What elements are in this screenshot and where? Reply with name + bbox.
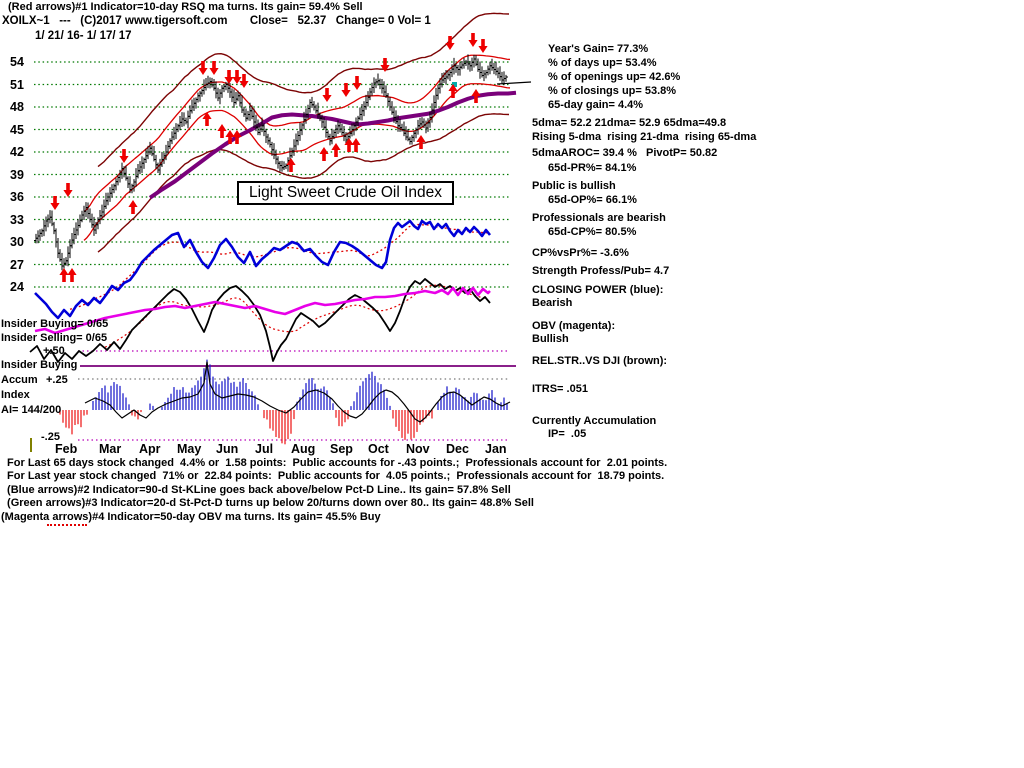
footer-line: (Magenta arrows)#4 Indicator=50-day OBV … <box>1 511 381 523</box>
month-label: Sep <box>330 442 353 456</box>
stat-line: Year's Gain= 77.3% <box>548 43 649 55</box>
stat-line: ITRS= .051 <box>532 383 588 395</box>
month-label: Feb <box>55 442 78 456</box>
left-label: Insider Selling= 0/65 <box>1 332 108 344</box>
date-range: 1/ 21/ 16- 1/ 17/ 17 <box>35 30 132 42</box>
y-axis-label: 54 <box>10 55 24 69</box>
month-label: Jan <box>485 442 507 456</box>
stat-line: Currently Accumulation <box>532 415 657 427</box>
y-axis-label: 51 <box>10 77 24 92</box>
footer-line: (Green arrows)#3 Indicator=20-d St-Pct-D… <box>4 497 534 509</box>
stat-line: 65-day gain= 4.4% <box>548 99 644 111</box>
month-label: Dec <box>446 442 469 456</box>
stat-line: REL.STR..VS DJI (brown): <box>532 355 668 367</box>
stat-line: Strength Profess/Pub= 4.7 <box>532 265 670 277</box>
footer-line: For Last year stock changed 71% or 22.84… <box>4 470 665 482</box>
y-axis-label: 30 <box>10 235 24 249</box>
month-label: Apr <box>139 442 161 456</box>
left-label: AI= 144/200 <box>1 404 62 416</box>
symbol-header: XOILX~1 --- (C)2017 www.tigersoft.com Cl… <box>2 15 431 27</box>
left-label: +.50 <box>43 345 65 357</box>
month-label: May <box>177 442 202 456</box>
month-label: Oct <box>368 442 389 456</box>
stat-line: 5dma= 52.2 21dma= 52.9 65dma=49.8 <box>532 117 727 129</box>
stat-line: CLOSING POWER (blue): <box>532 284 664 296</box>
red-dotted-underline <box>47 524 87 526</box>
footer-line: For Last 65 days stock changed 4.4% or 1… <box>4 457 668 469</box>
stat-line: Bearish <box>532 297 573 309</box>
month-label: Jun <box>216 442 239 456</box>
y-axis-label: 24 <box>10 280 24 294</box>
left-label: Accum <box>1 374 38 386</box>
stat-line: 5dmaAROC= 39.4 % PivotP= 50.82 <box>532 147 718 159</box>
stat-line: OBV (magenta): <box>532 320 616 332</box>
chart-title-box: Light Sweet Crude Oil Index <box>237 181 454 205</box>
month-label: Nov <box>406 442 430 456</box>
stat-line: 65d-PR%= 84.1% <box>548 162 637 174</box>
stat-line: Professionals are bearish <box>532 212 666 224</box>
month-label: Aug <box>291 442 316 456</box>
stat-line: % of closings up= 53.8% <box>548 85 677 97</box>
footer-line: (Blue arrows)#2 Indicator=90-d St-KLine … <box>4 484 511 496</box>
stat-line: Public is bullish <box>532 180 616 192</box>
y-axis-label: 33 <box>10 212 24 227</box>
stat-line: 65d-OP%= 66.1% <box>548 194 637 206</box>
y-axis-label: 39 <box>10 167 24 182</box>
stat-line: % of days up= 53.4% <box>548 57 657 69</box>
left-label: +.25 <box>46 374 68 386</box>
month-label: Mar <box>99 442 122 456</box>
month-label: Jul <box>255 442 274 456</box>
stat-line: CP%vsPr%= -3.6% <box>532 247 629 259</box>
price-chart-canvas[interactable] <box>0 0 1024 545</box>
y-axis-label: 27 <box>10 257 24 272</box>
left-label: Insider Buying= 0/65 <box>1 318 109 330</box>
left-label: Insider Buying <box>1 359 78 371</box>
y-axis-label: 48 <box>10 100 24 114</box>
stat-line: Rising 5-dma rising 21-dma rising 65-dma <box>532 131 757 143</box>
left-label: Index <box>1 389 30 401</box>
stat-line: IP= .05 <box>548 428 587 440</box>
y-axis-label: 42 <box>10 145 24 159</box>
stat-line: Bullish <box>532 333 569 345</box>
stat-line: % of openings up= 42.6% <box>548 71 681 83</box>
stat-line: 65d-CP%= 80.5% <box>548 226 637 238</box>
indicator1-legend: (Red arrows)#1 Indicator=10-day RSQ ma t… <box>8 1 363 13</box>
y-axis-label: 36 <box>10 190 24 204</box>
y-axis-label: 45 <box>10 122 24 137</box>
left-label: -.25 <box>41 431 60 443</box>
